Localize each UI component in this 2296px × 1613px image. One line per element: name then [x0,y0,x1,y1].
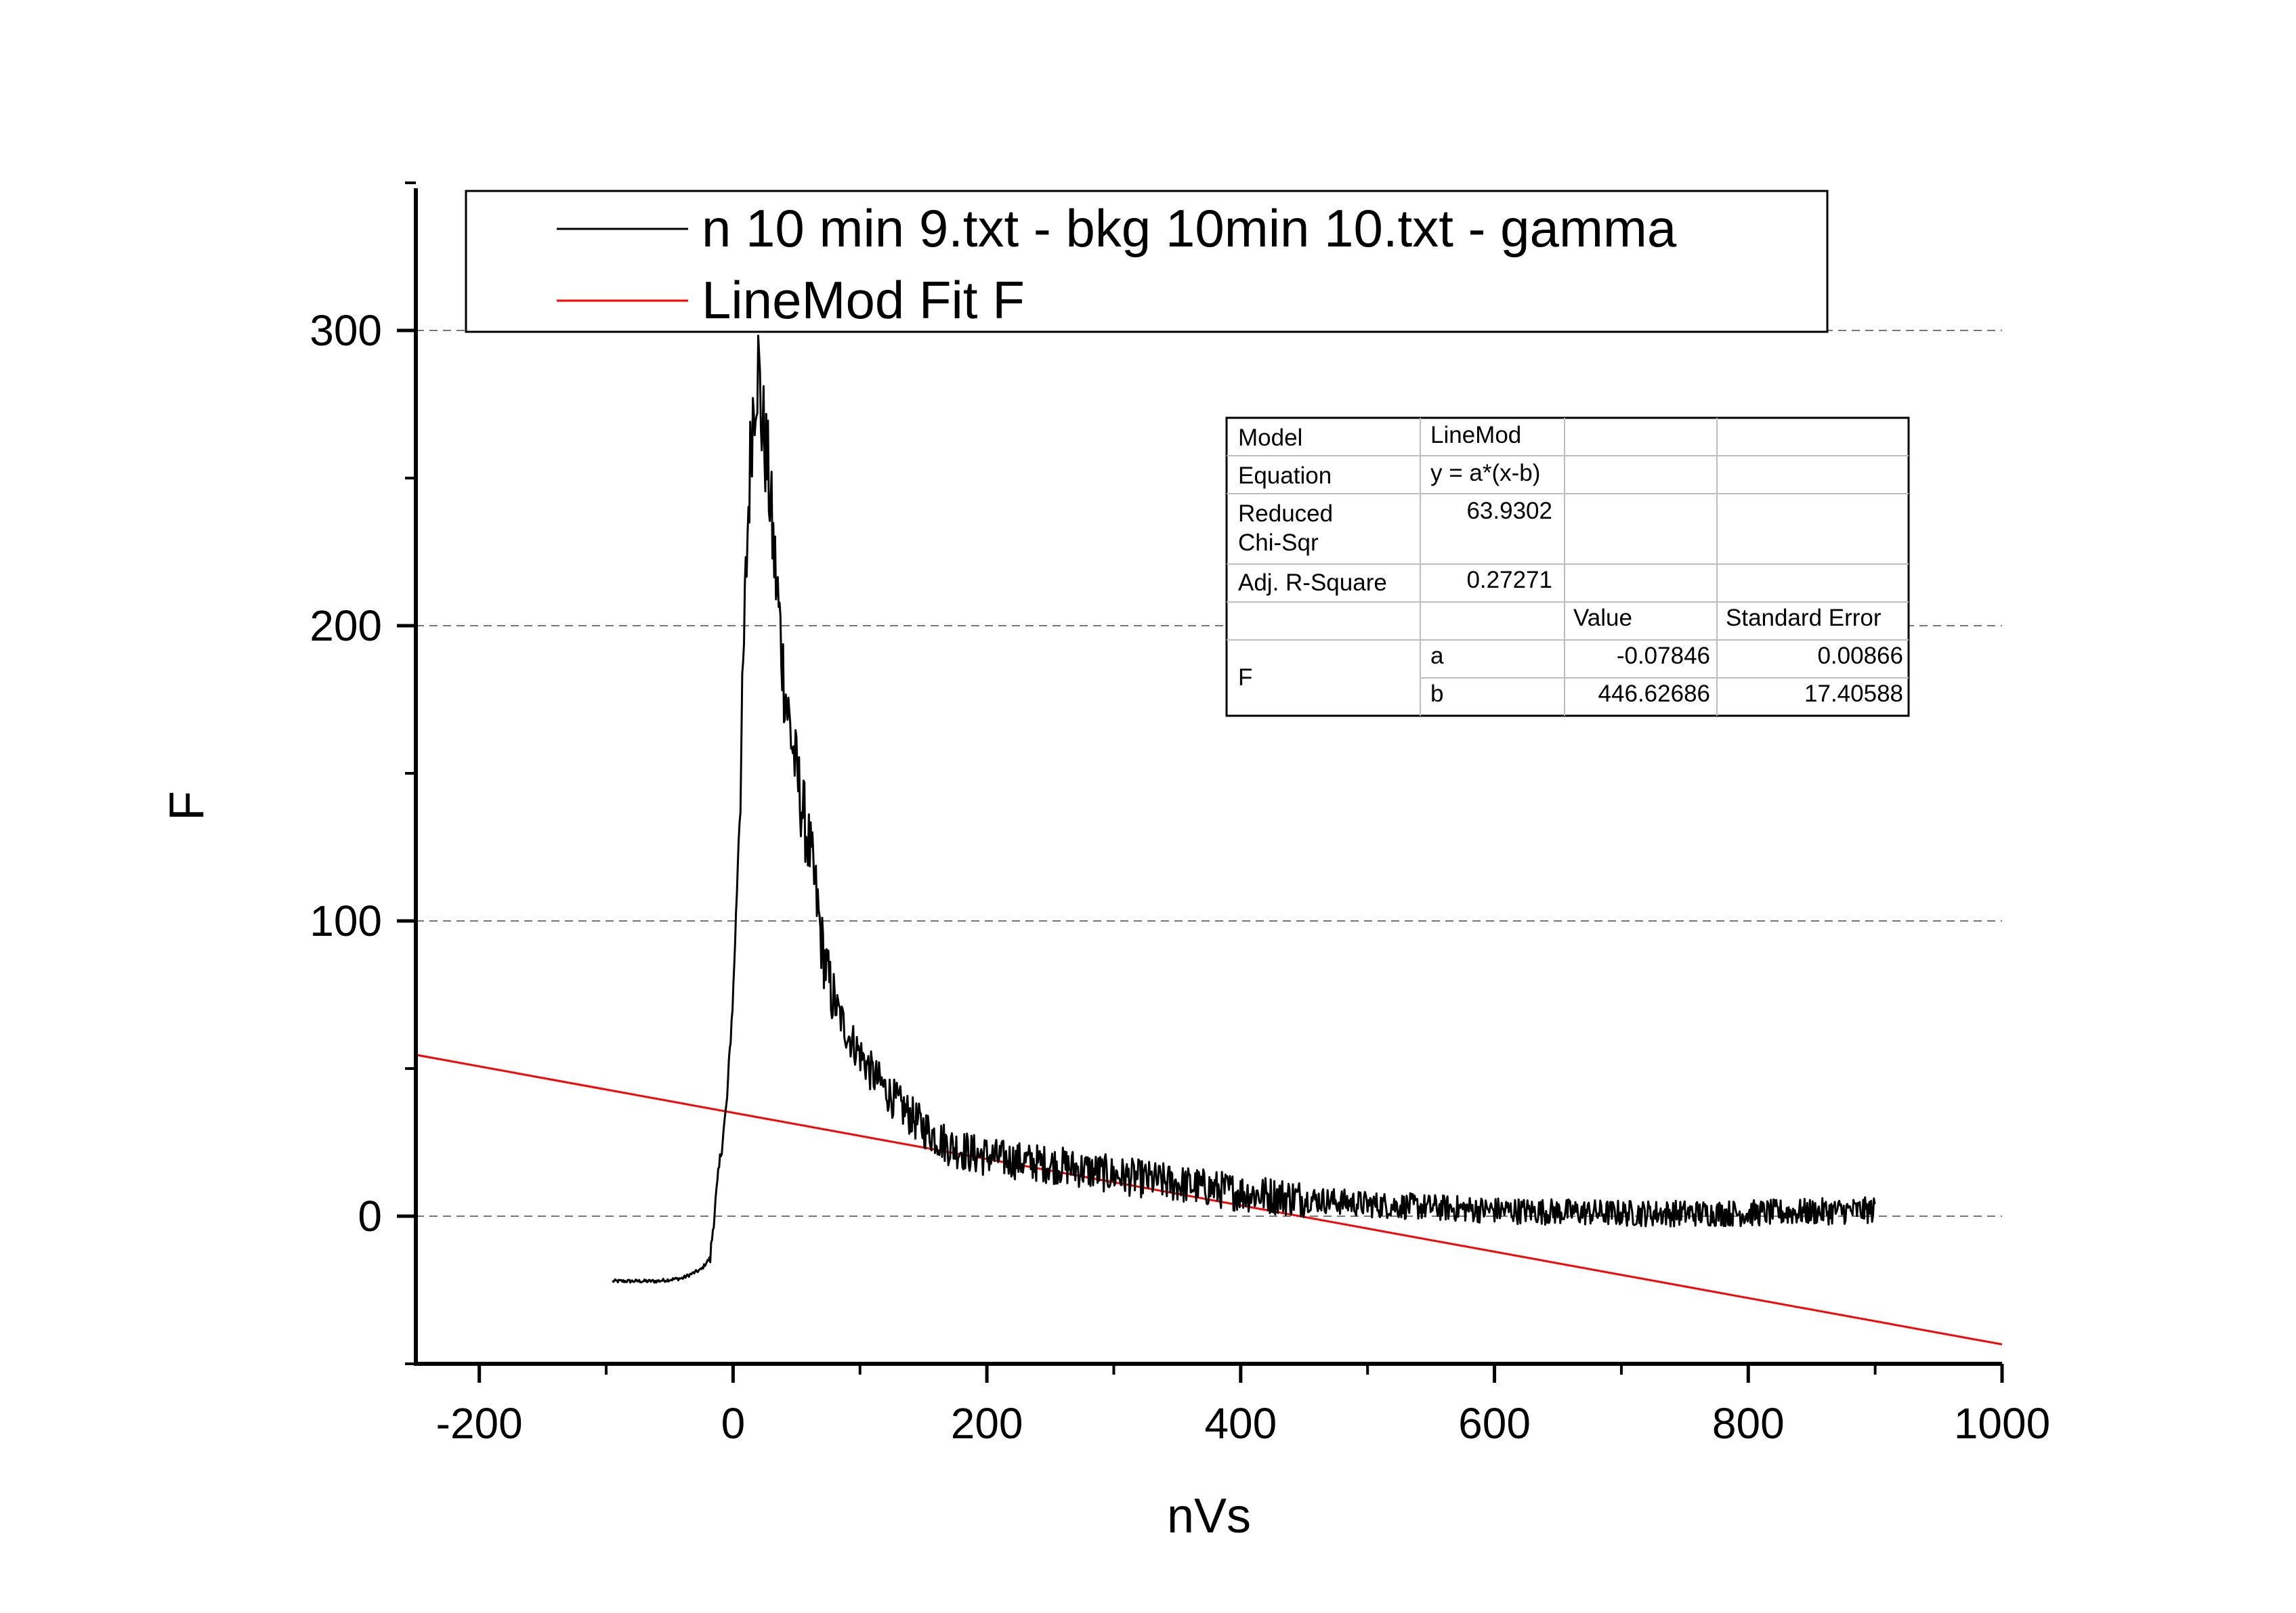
table-param-a-name: a [1430,643,1444,669]
data-line-series [612,335,1876,1284]
x-axis-title: nVs [1167,1489,1251,1543]
x-tick-label: 800 [1712,1399,1785,1448]
table-error-header: Standard Error [1726,605,1882,631]
x-tick-label: 0 [721,1399,746,1448]
y-axis-title: F [160,791,214,821]
table-gridlines [1227,418,1909,716]
table-param-b-value: 446.62686 [1598,681,1710,707]
table-param-a-value: -0.07846 [1617,643,1710,669]
legend-label-fit: LineMod Fit F [702,270,1025,330]
table-param-b-name: b [1430,681,1443,707]
table-chisq-label: Reduced [1238,500,1333,527]
table-value-header: Value [1573,605,1632,631]
x-tick-label: 400 [1204,1399,1277,1448]
x-tick-label: 600 [1458,1399,1531,1448]
ticks [397,181,2004,1383]
y-tick-label: 300 [310,306,382,355]
table-param-a-error: 0.00866 [1817,643,1903,669]
x-tick-label: -200 [436,1399,523,1448]
table-chisq-label-2: Chi-Sqr [1238,530,1319,556]
y-tick-label: 100 [310,897,382,945]
table-equation-label: Equation [1238,463,1332,489]
y-tick-label: 0 [358,1192,382,1241]
tick-labels: -200 0 200 400 600 800 1000 0 100 200 300 [310,306,2050,1448]
y-tick-label: 200 [310,601,382,650]
legend: n 10 min 9.txt - bkg 10min 10.txt - gamm… [465,190,1829,333]
fit-results-table: Model LineMod Equation y = a*(x-b) Reduc… [1225,416,1910,717]
table-border [1225,416,1910,717]
x-tick-label: 1000 [1954,1399,2050,1448]
table-chisq-value: 63.9302 [1466,498,1552,524]
legend-box [465,190,1829,333]
table-model-label: Model [1238,425,1302,451]
legend-label-data: n 10 min 9.txt - bkg 10min 10.txt - gamm… [702,198,1677,258]
table-param-group: F [1238,664,1252,691]
table-r2-value: 0.27271 [1466,567,1552,593]
table-model-value: LineMod [1430,422,1521,448]
x-tick-label: 200 [951,1399,1023,1448]
table-r2-label: Adj. R-Square [1238,569,1387,596]
table-equation-value: y = a*(x-b) [1430,460,1540,486]
table-param-b-error: 17.40588 [1804,681,1903,707]
